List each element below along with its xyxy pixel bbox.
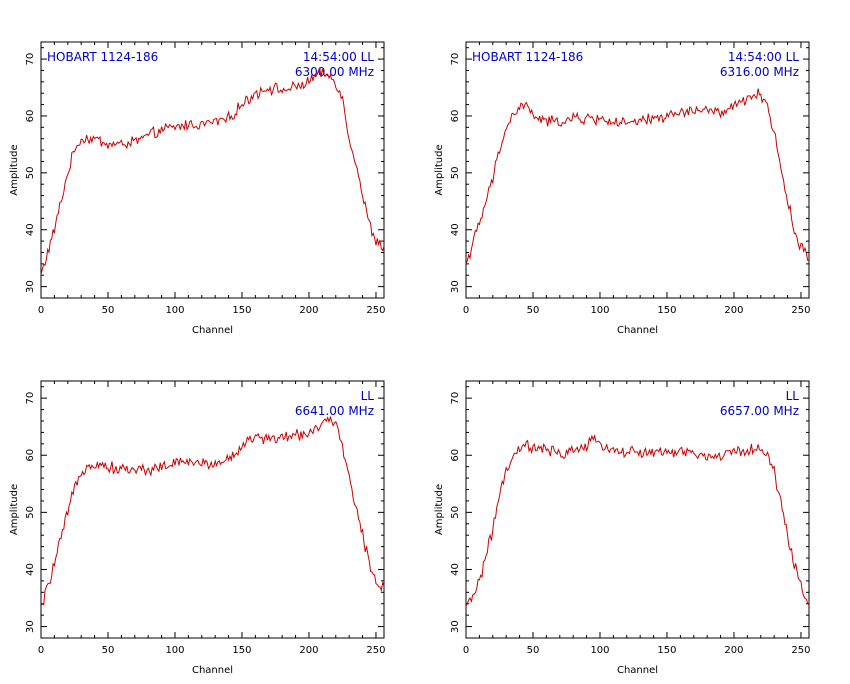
panel-2-xtick-label: 100 xyxy=(590,305,609,316)
panel-1: 0 50 100 150 200 250 30 40 50 60 70 Channel Amplitud… xyxy=(9,41,386,336)
panel-1-xlabel: Channel xyxy=(192,325,233,336)
panel-4-xtick-label: 50 xyxy=(527,645,540,656)
panel-2-frequency-label: 6316.00 MHz xyxy=(720,65,799,79)
panel-2-xtick-label: 0 xyxy=(463,305,469,316)
panel-2-xlabel: Channel xyxy=(617,325,658,336)
panel-2-xtick-label: 250 xyxy=(791,305,810,316)
panel-1-source-label: HOBART 1124-186 xyxy=(47,50,158,64)
panel-2-frame xyxy=(465,41,810,299)
panel-3-frequency-label: 6641.00 MHz xyxy=(295,404,374,418)
panel-3-ytick-label: 50 xyxy=(25,506,36,519)
panel-2-source-label: HOBART 1124-186 xyxy=(472,50,583,64)
panel-3-ytick-label: 40 xyxy=(25,563,36,576)
panel-1-frequency-label: 6300.00 MHz xyxy=(295,65,374,79)
panel-2-ytick-label: 50 xyxy=(450,166,461,179)
panel-2-ylabel: Amplitude xyxy=(434,144,445,195)
panel-4-ylabel: Amplitude xyxy=(434,484,445,535)
panel-1-xtick-label: 150 xyxy=(232,305,251,316)
panel-1-ylabel: Amplitude xyxy=(9,144,20,195)
panel-3-xtick-label: 50 xyxy=(102,645,115,656)
panel-3-frame xyxy=(40,380,385,639)
panel-4-xtick-label: 100 xyxy=(590,645,609,656)
panel-1-ytick-label: 50 xyxy=(25,166,36,179)
panel-3-ytick-label: 70 xyxy=(25,392,36,405)
panel-3: 0 50 100 150 200 250 30 40 50 60 70 Channel Amplitud… xyxy=(9,380,386,676)
panel-3-ytick-label: 60 xyxy=(25,449,36,462)
panel-4-ytick-label: 40 xyxy=(450,563,461,576)
panel-4-xtick-label: 0 xyxy=(463,645,469,656)
panel-3-ytick-label: 30 xyxy=(25,620,36,633)
panel-3-xtick-label: 200 xyxy=(299,645,318,656)
panel-4-xtick-label: 200 xyxy=(724,645,743,656)
panel-4-xtick-label: 250 xyxy=(791,645,810,656)
panel-4-series-line xyxy=(465,433,810,607)
panel-2-ytick-label: 60 xyxy=(450,110,461,123)
panel-1-xtick-label: 200 xyxy=(299,305,318,316)
panel-1-time-pol-label: 14:54:00 LL xyxy=(303,50,374,64)
panel-4-ytick-label: 60 xyxy=(450,449,461,462)
panel-1-xtick-label: 100 xyxy=(165,305,184,316)
panel-4-ytick-label: 50 xyxy=(450,506,461,519)
panel-4-time-pol-label: LL xyxy=(786,389,800,403)
panel-2-ytick-label: 70 xyxy=(450,53,461,66)
panel-3-xtick-label: 250 xyxy=(366,645,385,656)
panel-3-xtick-label: 100 xyxy=(165,645,184,656)
panel-4-xtick-label: 150 xyxy=(657,645,676,656)
panel-2-time-pol-label: 14:54:00 LL xyxy=(728,50,799,64)
panel-1-ytick-label: 40 xyxy=(25,223,36,236)
panel-4-ytick-label: 70 xyxy=(450,392,461,405)
panel-2-xtick-label: 150 xyxy=(657,305,676,316)
panel-3-xtick-label: 150 xyxy=(232,645,251,656)
panel-3-time-pol-label: LL xyxy=(361,389,375,403)
panel-1-series-line xyxy=(40,67,385,275)
panel-3-series-line xyxy=(40,415,385,606)
panel-1-ytick-label: 60 xyxy=(25,110,36,123)
panel-3-xtick-label: 0 xyxy=(38,645,44,656)
panel-4-frequency-label: 6657.00 MHz xyxy=(720,404,799,418)
panel-3-ylabel: Amplitude xyxy=(9,484,20,535)
panel-1-ytick-label: 70 xyxy=(25,53,36,66)
panel-4-frame xyxy=(465,380,810,639)
panel-2-ytick-label: 40 xyxy=(450,223,461,236)
panel-1-xtick-label: 50 xyxy=(102,305,115,316)
panel-1-xtick-label: 0 xyxy=(38,305,44,316)
panel-4: 0 50 100 150 200 250 30 40 50 60 70 Channel Amplitud… xyxy=(434,380,811,676)
panel-4-xlabel: Channel xyxy=(617,665,658,676)
panel-2-xtick-label: 50 xyxy=(527,305,540,316)
panel-1-ytick-label: 30 xyxy=(25,280,36,293)
panel-2-series-line xyxy=(465,88,810,265)
panel-2-ytick-label: 30 xyxy=(450,280,461,293)
panel-4-ytick-label: 30 xyxy=(450,620,461,633)
panel-1-frame xyxy=(40,41,385,299)
panel-3-xlabel: Channel xyxy=(192,665,233,676)
panel-2-xtick-label: 200 xyxy=(724,305,743,316)
panel-2: 0 50 100 150 200 250 30 40 50 60 70 Channel Amplitud… xyxy=(434,41,811,336)
panel-1-xtick-label: 250 xyxy=(366,305,385,316)
